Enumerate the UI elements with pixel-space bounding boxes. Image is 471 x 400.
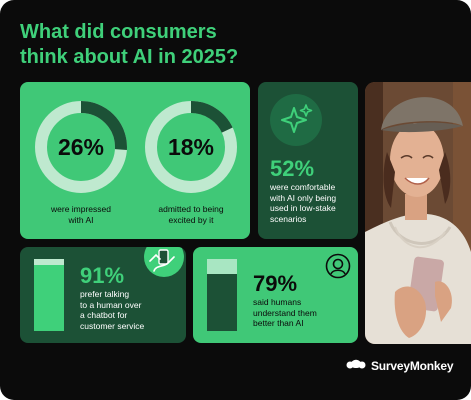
comfortable-caption-line: were comfortable (270, 182, 336, 192)
prefer-human-caption-line: customer service (80, 320, 145, 331)
sparkle-icon (270, 94, 322, 146)
surveymonkey-logo: SurveyMonkey (346, 357, 454, 375)
prefer-human-caption-line: prefer talking (80, 289, 130, 299)
impressed-caption-line-1: were impressed (51, 204, 111, 214)
photo-illustration (365, 82, 471, 344)
excited-caption-line-2: excited by it (168, 214, 214, 225)
excited-caption: admitted to being excited by it (136, 204, 246, 225)
impressed-donut-arc (35, 101, 127, 193)
comfortable-caption-line: scenarios (270, 213, 307, 224)
humans-understand-stat-card: 79% said humans understand them better t… (193, 247, 358, 343)
impressed-caption: were impressed with AI (26, 204, 136, 225)
humans-understand-bar-remainder (207, 259, 237, 274)
humans-understand-caption-line: understand them (253, 307, 317, 318)
surveymonkey-logo-icon (346, 357, 366, 375)
comfortable-value: 52% (270, 156, 315, 181)
humans-understand-value: 79% (253, 271, 298, 296)
humans-understand-caption-line: better than AI (253, 318, 304, 328)
prefer-human-caption-line: to a human over (80, 299, 142, 310)
excited-donut: 18% (144, 100, 238, 194)
prefer-human-stat-card: 91% prefer talking to a human over a cha… (20, 247, 186, 343)
excited-donut-chart (145, 101, 237, 193)
hand-phone-icon (144, 247, 184, 277)
humans-understand-bar (207, 259, 237, 331)
prefer-human-bar-remainder (34, 259, 64, 265)
excited-donut-arc (145, 101, 237, 193)
title-line-1: What did consumers (20, 21, 217, 43)
donut-stats-card: 26% were impressed with AI 18% admitted … (20, 82, 250, 239)
impressed-donut-chart (35, 101, 127, 193)
prefer-human-bar (34, 259, 64, 331)
prefer-human-value: 91% (80, 263, 125, 288)
prefer-human-caption: prefer talking to a human over a chatbot… (80, 289, 144, 331)
title-line-2: think about AI in 2025? (20, 46, 239, 68)
person-icon (325, 253, 351, 279)
page-title: What did consumers think about AI in 202… (20, 20, 320, 70)
comfortable-caption-line: with AI only being (270, 192, 337, 203)
comfortable-caption-line: used in low-stake (270, 203, 336, 213)
comfortable-stat-card: 52% were comfortable with AI only being … (258, 82, 358, 239)
humans-understand-caption: said humans understand them better than … (253, 297, 317, 329)
woman-with-phone-photo (365, 82, 471, 344)
excited-value: 18% (167, 133, 215, 160)
brand-name: SurveyMonkey (371, 359, 454, 373)
comfortable-caption: were comfortable with AI only being used… (270, 182, 336, 224)
impressed-value: 26% (57, 133, 105, 160)
impressed-caption-line-2: with AI (68, 214, 94, 225)
humans-understand-caption-line: said humans (253, 297, 302, 307)
excited-caption-line-1: admitted to being (158, 204, 224, 214)
prefer-human-caption-line: a chatbot for (80, 310, 128, 320)
impressed-donut: 26% (34, 100, 128, 194)
